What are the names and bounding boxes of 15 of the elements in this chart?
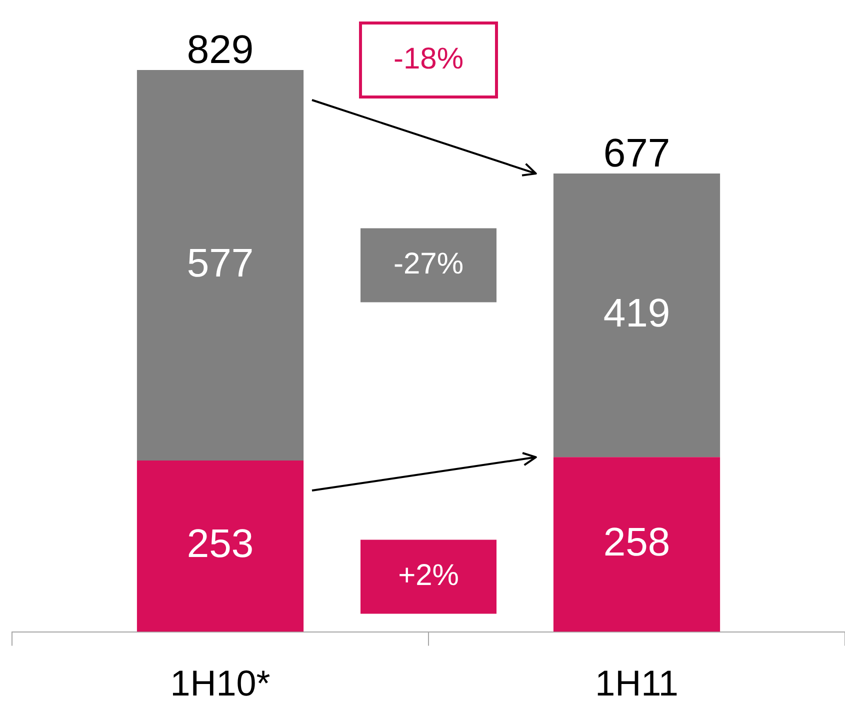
annotation: +2%	[398, 559, 459, 592]
data-label: 258	[603, 520, 670, 565]
data-label: 577	[186, 241, 254, 286]
total-label: 677	[603, 132, 670, 176]
x-tick-label: 1H10*	[170, 662, 270, 704]
data-label: 419	[603, 291, 670, 336]
bar	[553, 174, 720, 458]
annotation: -18%	[393, 42, 464, 76]
bar	[553, 457, 720, 632]
bar	[136, 460, 304, 632]
annotation: -27%	[393, 248, 464, 281]
data-label: 253	[186, 522, 254, 566]
bar	[136, 70, 304, 461]
total-label: 829	[186, 28, 254, 72]
x-tick-label: 1H11	[595, 662, 678, 704]
